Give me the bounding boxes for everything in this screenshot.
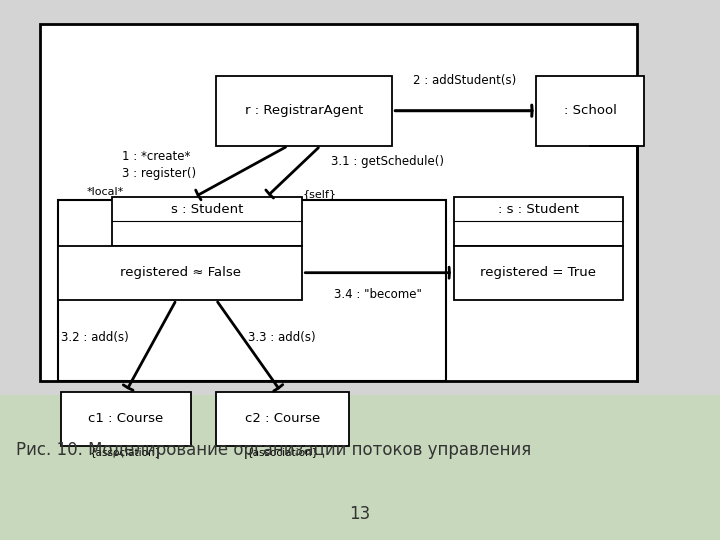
Text: 1 : *create*
3 : register(): 1 : *create* 3 : register()	[122, 150, 197, 180]
Text: Рис. 10. Моделирование организации потоков управления: Рис. 10. Моделирование организации поток…	[16, 441, 531, 460]
Text: 3.1 : getSchedule(): 3.1 : getSchedule()	[331, 156, 444, 168]
Text: : s : Student: : s : Student	[498, 202, 579, 216]
FancyBboxPatch shape	[216, 392, 349, 446]
FancyBboxPatch shape	[454, 197, 623, 246]
Text: 3.4 : "become": 3.4 : "become"	[334, 288, 422, 301]
Text: 13: 13	[349, 505, 371, 523]
FancyBboxPatch shape	[112, 197, 302, 246]
FancyBboxPatch shape	[40, 24, 637, 381]
Text: 2 : addStudent(s): 2 : addStudent(s)	[413, 75, 516, 87]
Text: s : Student: s : Student	[171, 202, 243, 216]
Text: : School: : School	[564, 104, 617, 117]
Text: c2 : Course: c2 : Course	[245, 412, 320, 425]
FancyBboxPatch shape	[454, 246, 623, 300]
Text: {self}: {self}	[302, 190, 336, 199]
Bar	[0, 395, 720, 540]
Text: *local*: *local*	[86, 187, 124, 197]
Text: registered ≈ False: registered ≈ False	[120, 266, 240, 279]
FancyBboxPatch shape	[216, 76, 392, 146]
Text: registered = True: registered = True	[480, 266, 596, 279]
Text: 3.2 : add(s): 3.2 : add(s)	[61, 331, 129, 344]
FancyBboxPatch shape	[58, 246, 302, 300]
Text: c1 : Course: c1 : Course	[89, 412, 163, 425]
FancyBboxPatch shape	[536, 76, 644, 146]
Text: 3.3 : add(s): 3.3 : add(s)	[248, 331, 316, 344]
Text: r : RegistrarAgent: r : RegistrarAgent	[245, 104, 364, 117]
Text: {association}: {association}	[246, 447, 319, 457]
Text: {association}: {association}	[90, 447, 162, 457]
Bar	[0, 0, 720, 395]
FancyBboxPatch shape	[61, 392, 191, 446]
FancyBboxPatch shape	[58, 200, 446, 381]
